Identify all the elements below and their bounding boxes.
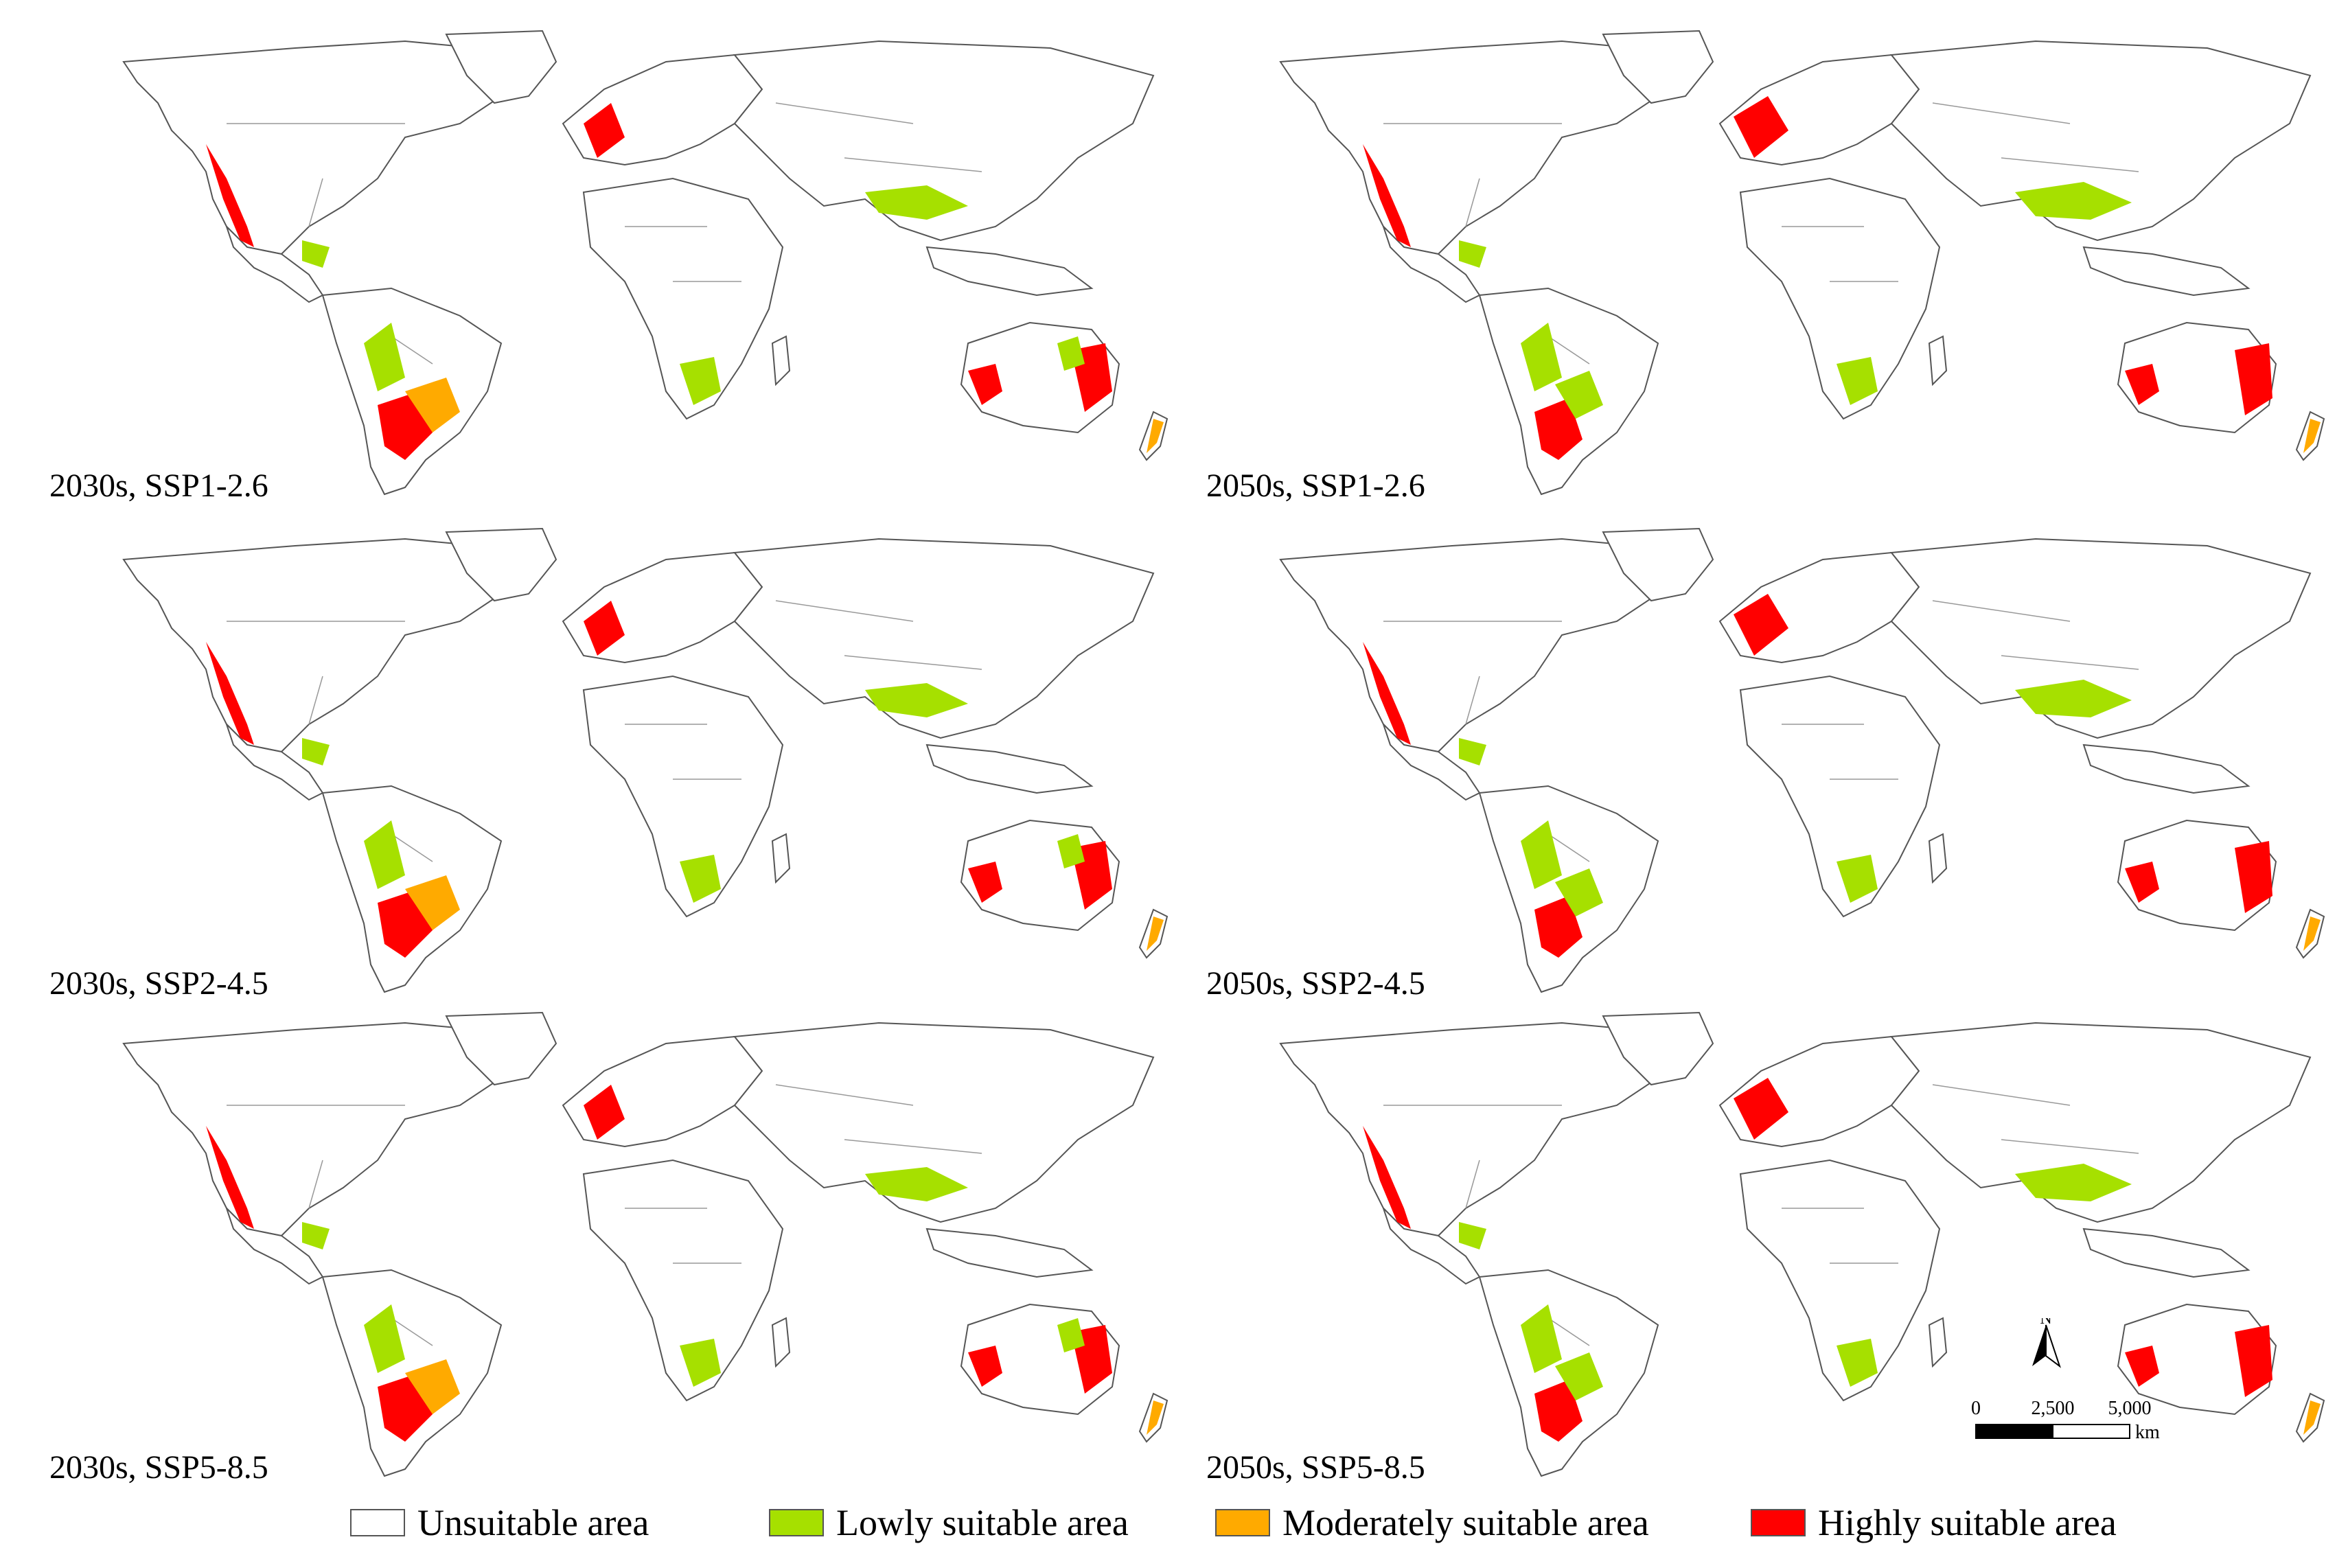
legend-swatch-high	[1751, 1509, 1806, 1536]
panel-label: 2030s, SSP1-2.6	[49, 468, 268, 504]
scale-tick-2500: 2,500	[2032, 1398, 2075, 1419]
legend-label-moderate: Moderately suitable area	[1282, 1502, 1649, 1543]
legend-label-low: Lowly suitable area	[836, 1502, 1129, 1543]
scale-bar-graphic: N 0 2,500 5,000 km	[1971, 1310, 2160, 1443]
panel-label: 2030s, SSP5-8.5	[49, 1449, 268, 1486]
legend-item-low: Lowly suitable area	[769, 1502, 1129, 1543]
panel-label: 2050s, SSP1-2.6	[1206, 468, 1425, 504]
legend-item-high: Highly suitable area	[1751, 1502, 2117, 1543]
world-map	[1177, 518, 2345, 1013]
north-label: N	[2040, 1318, 2051, 1328]
world-map	[1177, 21, 2345, 515]
scale-tick-0: 0	[1971, 1398, 1981, 1419]
north-arrow-icon	[2032, 1324, 2061, 1368]
map-panel-2030s-ssp5-8.5: 2030s, SSP5-8.5	[21, 1002, 1188, 1497]
panel-label: 2050s, SSP2-4.5	[1206, 965, 1425, 1002]
legend-swatch-unsuitable	[350, 1509, 405, 1536]
legend-swatch-low	[769, 1509, 824, 1536]
legend-item-unsuitable: Unsuitable area	[350, 1502, 649, 1543]
legend-item-moderate: Moderately suitable area	[1215, 1502, 1649, 1543]
map-panel-2030s-ssp1-2.6: 2030s, SSP1-2.6	[21, 21, 1188, 515]
map-panel-2050s-ssp1-2.6: 2050s, SSP1-2.6	[1177, 21, 2345, 515]
map-panel-2050s-ssp2-4.5: 2050s, SSP2-4.5	[1177, 518, 2345, 1013]
scale-bar: N 0 2,500 5,000 km	[1964, 1310, 2183, 1476]
legend-label-unsuitable: Unsuitable area	[417, 1502, 649, 1543]
map-panel-2050s-ssp5-8.5: 2050s, SSP5-8.5	[1177, 1002, 2345, 1497]
legend: Unsuitable area Lowly suitable area Mode…	[0, 1493, 2348, 1555]
scale-unit: km	[2135, 1422, 2160, 1443]
world-map	[21, 21, 1188, 515]
world-map	[21, 518, 1188, 1013]
map-panel-2030s-ssp2-4.5: 2030s, SSP2-4.5	[21, 518, 1188, 1013]
panel-label: 2050s, SSP5-8.5	[1206, 1449, 1425, 1486]
legend-swatch-moderate	[1215, 1509, 1270, 1536]
panel-label: 2030s, SSP2-4.5	[49, 965, 268, 1002]
legend-label-high: Highly suitable area	[1818, 1502, 2117, 1543]
world-map	[21, 1002, 1188, 1497]
scale-tick-5000: 5,000	[2108, 1398, 2152, 1419]
